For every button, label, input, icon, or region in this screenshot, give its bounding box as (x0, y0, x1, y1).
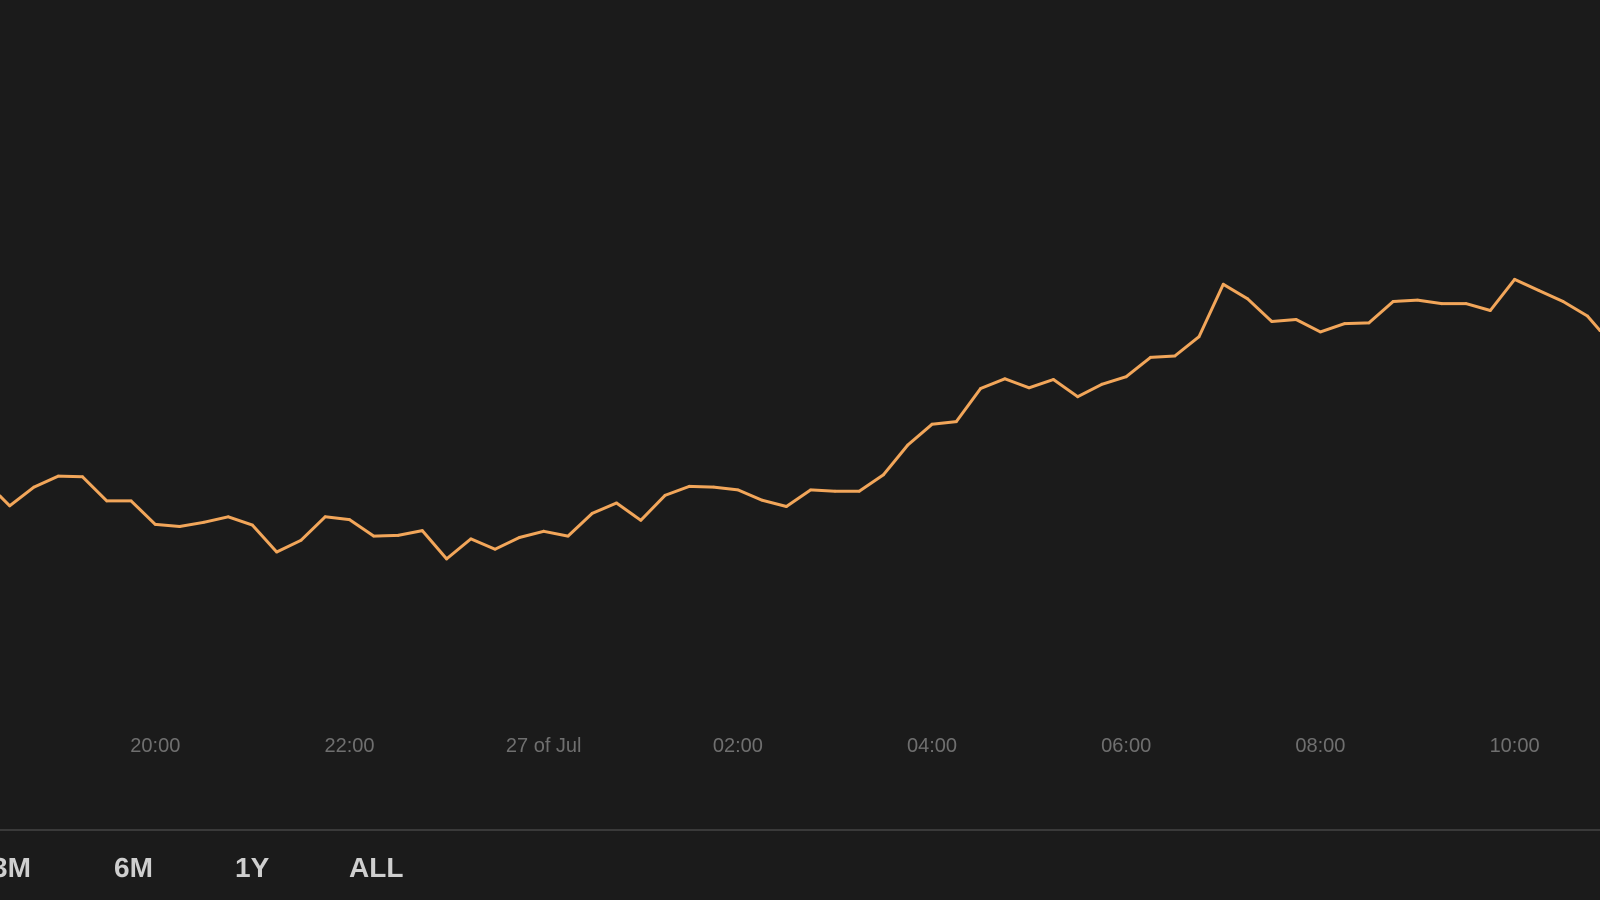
x-tick-label: 10:00 (1490, 735, 1540, 757)
data-point (396, 533, 400, 537)
data-point (1294, 318, 1298, 321)
range-button-1y[interactable]: 1Y (235, 846, 269, 890)
data-point (1100, 382, 1104, 386)
data-point (542, 529, 546, 533)
data-point (1149, 355, 1152, 359)
data-point (0, 494, 2, 498)
data-point (129, 499, 133, 503)
chart-divider (0, 829, 1600, 831)
data-point (1173, 354, 1177, 358)
data-point (590, 511, 594, 515)
data-point (275, 550, 279, 554)
data-point (687, 484, 691, 488)
data-point (1221, 282, 1225, 286)
range-button-3m[interactable]: 3M (0, 846, 31, 890)
data-point (8, 504, 12, 508)
data-point (299, 538, 303, 542)
range-button-all[interactable]: ALL (349, 846, 403, 890)
data-point (1561, 300, 1565, 303)
data-point (105, 499, 109, 503)
data-point (1513, 277, 1517, 281)
data-point (1051, 378, 1055, 381)
data-point (833, 489, 837, 493)
data-point (954, 420, 958, 424)
data-point (857, 489, 861, 493)
data-point (226, 515, 230, 519)
data-point (1124, 375, 1128, 379)
data-point (663, 493, 667, 497)
data-point (882, 473, 885, 477)
x-tick-label: 02:00 (713, 735, 763, 757)
data-point (930, 422, 934, 426)
data-point (153, 522, 157, 526)
data-point (517, 536, 521, 539)
x-tick-label: 08:00 (1295, 735, 1345, 757)
data-point (906, 443, 910, 447)
data-point (202, 520, 206, 524)
series-line-0 (0, 277, 1600, 561)
data-point (1270, 320, 1274, 323)
line-chart[interactable]: 20:00 22:00 27 of Jul 02:00 04:00 06:00 08:00 1… (0, 0, 1600, 820)
data-point (760, 498, 764, 502)
data-point (493, 547, 497, 551)
data-point (1246, 297, 1250, 301)
data-point (178, 525, 182, 528)
data-point (1464, 302, 1468, 306)
data-point (323, 515, 327, 519)
x-tick-label: 27 of Jul (506, 735, 582, 757)
range-button-6m[interactable]: 6M (114, 846, 153, 890)
data-point (445, 557, 449, 561)
data-point (348, 518, 351, 522)
time-range-selector: 3M 6M 1Y ALL (0, 846, 1600, 890)
series-layer (0, 277, 1600, 561)
data-point (712, 485, 716, 489)
data-point (372, 534, 376, 538)
data-point (1003, 377, 1007, 381)
data-point (1076, 395, 1080, 399)
data-point (809, 488, 813, 492)
x-tick-label: 22:00 (324, 735, 374, 757)
data-point (1197, 335, 1201, 339)
data-point (32, 485, 36, 489)
data-point (81, 475, 84, 479)
data-point (1343, 322, 1347, 326)
data-point (1027, 386, 1031, 390)
x-tick-label: 20:00 (130, 735, 180, 757)
data-point (615, 501, 618, 505)
data-point (639, 518, 643, 522)
data-point (250, 523, 254, 527)
x-tick-label: 06:00 (1101, 735, 1151, 757)
data-point (1488, 309, 1492, 312)
data-point (1440, 302, 1444, 306)
data-point (469, 537, 473, 541)
data-point (736, 488, 740, 492)
data-point (1391, 300, 1395, 303)
data-point (1318, 330, 1322, 334)
data-point (979, 387, 983, 390)
data-point (420, 529, 424, 533)
data-point (566, 534, 570, 538)
data-point (56, 474, 60, 478)
x-tick-label: 04:00 (907, 735, 957, 757)
x-axis-ticks: 20:00 22:00 27 of Jul 02:00 04:00 06:00 08:00 1… (130, 735, 1539, 757)
data-point (1537, 289, 1541, 292)
data-point (1367, 321, 1371, 325)
data-point (784, 505, 788, 508)
data-point (1585, 314, 1589, 318)
data-point (1416, 298, 1419, 302)
